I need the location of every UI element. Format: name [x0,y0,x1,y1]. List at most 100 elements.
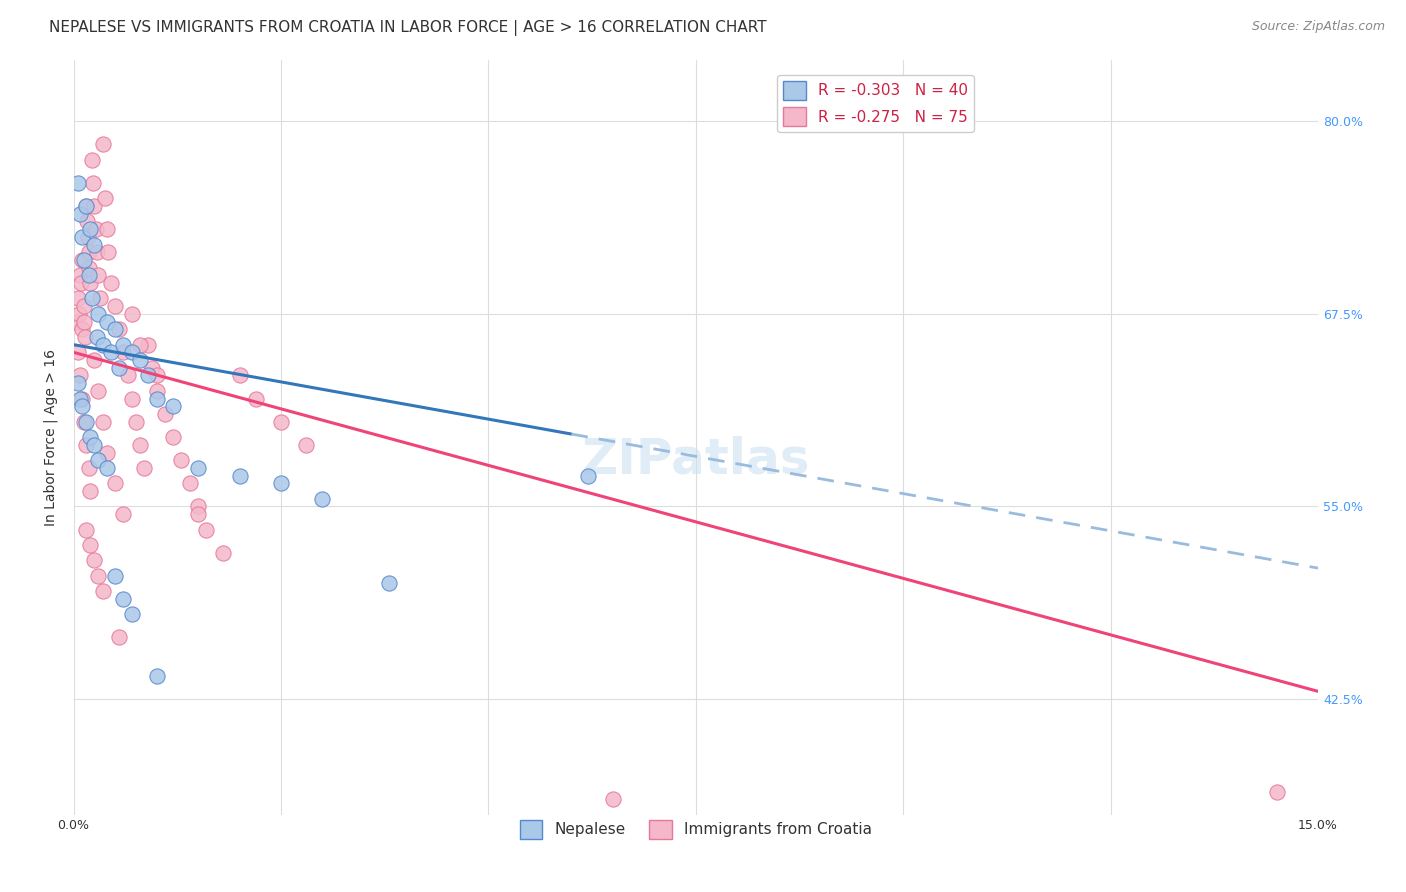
Point [170,453,193,467]
Point [69,207,91,221]
Point [72,252,94,267]
Point [66,292,89,306]
Point [112,591,135,606]
Point [79,538,101,552]
Point [270,415,292,429]
Point [129,438,152,452]
Point [121,392,143,406]
Point [79,222,101,236]
Point [77,268,100,283]
Point [94,191,117,205]
Point [80,153,103,167]
Point [145,669,167,683]
Point [97,245,120,260]
Point [162,430,184,444]
Point [80,292,103,306]
Point [65,314,87,328]
Point [77,461,100,475]
Point [145,368,167,383]
Point [104,476,127,491]
Point [112,507,135,521]
Point [73,314,96,328]
Point [66,376,89,391]
Point [91,415,114,429]
Point [87,568,110,582]
Point [121,607,143,622]
Point [212,546,235,560]
Point [602,792,624,806]
Point [82,176,104,190]
Point [69,368,91,383]
Point [91,137,114,152]
Point [108,322,131,336]
Point [89,292,111,306]
Point [153,407,176,421]
Point [83,199,105,213]
Point [70,229,93,244]
Point [87,268,110,283]
Point [70,276,93,290]
Point [96,461,118,475]
Point [84,222,107,236]
Point [75,199,97,213]
Point [121,345,143,359]
Point [117,368,139,383]
Text: NEPALESE VS IMMIGRANTS FROM CROATIA IN LABOR FORCE | AGE > 16 CORRELATION CHART: NEPALESE VS IMMIGRANTS FROM CROATIA IN L… [49,20,766,36]
Point [83,237,105,252]
Point [195,523,218,537]
Point [86,330,108,344]
Y-axis label: In Labor Force | Age > 16: In Labor Force | Age > 16 [44,349,58,525]
Point [75,523,97,537]
Point [87,453,110,467]
Point [77,245,100,260]
Point [187,461,209,475]
Point [79,276,101,290]
Point [75,415,97,429]
Point [129,353,152,368]
Point [69,392,91,406]
Point [145,384,167,398]
Point [87,307,110,321]
Point [76,214,98,228]
Point [75,438,97,452]
Point [72,415,94,429]
Point [311,491,333,506]
Point [108,631,131,645]
Point [378,576,401,591]
Point [162,399,184,413]
Point [112,345,135,359]
Point [104,299,127,313]
Point [70,399,93,413]
Point [83,353,105,368]
Point [72,299,94,313]
Point [145,392,167,406]
Point [136,368,159,383]
Point [228,368,250,383]
Point [91,337,114,351]
Point [79,430,101,444]
Point [86,245,108,260]
Point [79,260,101,275]
Point [576,468,599,483]
Point [96,222,118,236]
Point [108,360,131,375]
Point [1265,784,1288,798]
Point [91,584,114,599]
Point [112,337,135,351]
Point [70,392,93,406]
Point [187,500,209,514]
Point [70,252,93,267]
Point [270,476,292,491]
Point [96,445,118,459]
Point [87,384,110,398]
Point [66,345,89,359]
Point [228,468,250,483]
Point [100,276,122,290]
Point [187,507,209,521]
Point [69,268,91,283]
Point [141,360,163,375]
Legend: Nepalese, Immigrants from Croatia: Nepalese, Immigrants from Croatia [513,814,879,845]
Point [83,438,105,452]
Point [245,392,267,406]
Point [295,438,318,452]
